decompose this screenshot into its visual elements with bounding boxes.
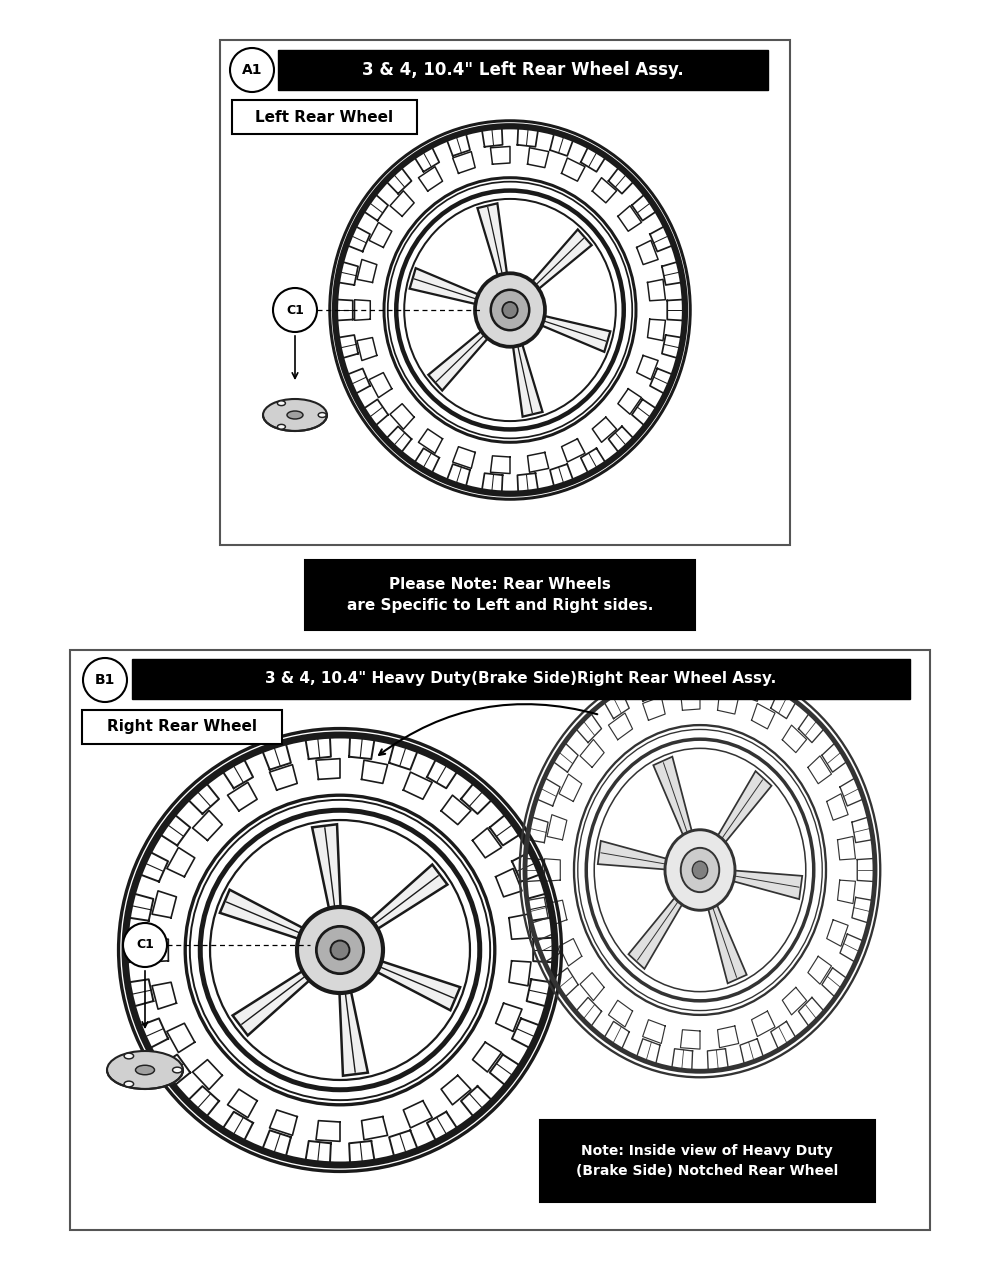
Ellipse shape (491, 290, 529, 331)
Polygon shape (718, 869, 802, 900)
Text: Left Rear Wheel: Left Rear Wheel (255, 109, 393, 124)
Polygon shape (511, 328, 543, 417)
Ellipse shape (124, 1081, 134, 1087)
Polygon shape (709, 772, 772, 855)
FancyBboxPatch shape (70, 650, 930, 1230)
Circle shape (123, 922, 167, 967)
Ellipse shape (318, 413, 326, 417)
Polygon shape (312, 825, 341, 927)
Polygon shape (598, 841, 682, 870)
Polygon shape (628, 884, 691, 969)
Text: Note: Inside view of Heavy Duty
(Brake Side) Notched Rear Wheel: Note: Inside view of Heavy Duty (Brake S… (576, 1144, 838, 1178)
Circle shape (273, 288, 317, 332)
Polygon shape (477, 203, 509, 291)
Ellipse shape (277, 400, 285, 405)
Ellipse shape (297, 907, 383, 993)
Polygon shape (428, 321, 498, 390)
Text: Please Note: Rear Wheels
are Specific to Left and Right sides.: Please Note: Rear Wheels are Specific to… (347, 576, 653, 613)
Ellipse shape (263, 399, 327, 431)
Polygon shape (527, 313, 610, 352)
FancyBboxPatch shape (82, 710, 282, 744)
Ellipse shape (475, 274, 545, 347)
Text: 3 & 4, 10.4" Left Rear Wheel Assy.: 3 & 4, 10.4" Left Rear Wheel Assy. (362, 61, 684, 79)
Text: 3 & 4, 10.4" Heavy Duty(Brake Side)Right Rear Wheel Assy.: 3 & 4, 10.4" Heavy Duty(Brake Side)Right… (265, 672, 777, 687)
Polygon shape (522, 229, 592, 299)
Polygon shape (410, 269, 493, 308)
Text: C1: C1 (136, 939, 154, 952)
FancyBboxPatch shape (278, 49, 768, 90)
FancyBboxPatch shape (232, 100, 417, 134)
Polygon shape (360, 955, 460, 1010)
FancyBboxPatch shape (220, 41, 790, 545)
Polygon shape (220, 889, 320, 945)
Text: B1: B1 (95, 673, 115, 687)
Ellipse shape (107, 1052, 183, 1090)
Ellipse shape (692, 862, 708, 879)
Ellipse shape (277, 424, 285, 430)
Text: C1: C1 (286, 304, 304, 317)
Text: A1: A1 (242, 63, 262, 77)
Ellipse shape (124, 1053, 134, 1059)
FancyBboxPatch shape (540, 1120, 875, 1202)
Polygon shape (356, 864, 447, 939)
Text: Right Rear Wheel: Right Rear Wheel (107, 720, 257, 735)
Ellipse shape (136, 1066, 154, 1074)
FancyBboxPatch shape (132, 659, 910, 699)
Ellipse shape (173, 1067, 182, 1073)
Polygon shape (704, 889, 747, 983)
Polygon shape (233, 960, 324, 1035)
Ellipse shape (665, 830, 735, 910)
Circle shape (230, 48, 274, 92)
Circle shape (83, 658, 127, 702)
Polygon shape (653, 756, 696, 851)
Ellipse shape (316, 926, 364, 973)
Ellipse shape (287, 411, 303, 419)
Ellipse shape (331, 940, 349, 959)
Polygon shape (339, 973, 368, 1076)
FancyBboxPatch shape (305, 560, 695, 630)
Ellipse shape (502, 302, 518, 318)
Ellipse shape (681, 848, 719, 892)
